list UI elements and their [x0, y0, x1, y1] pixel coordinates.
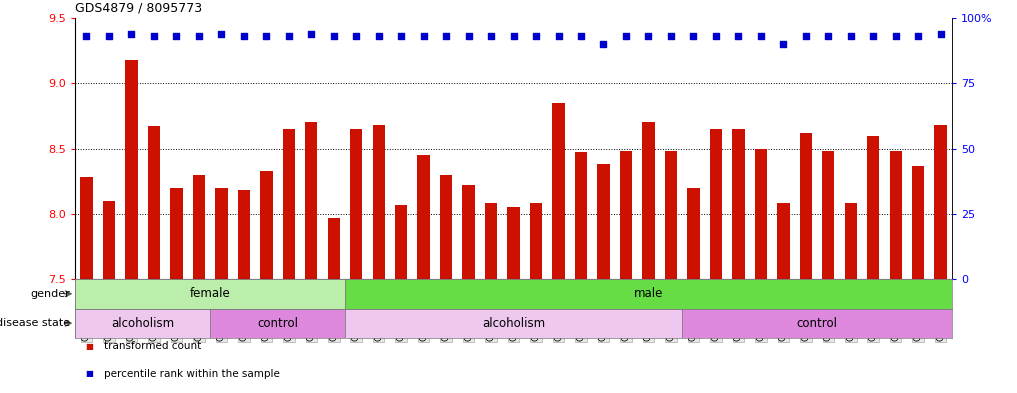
Bar: [75, 279, 345, 309]
Point: [663, 33, 679, 39]
Point: [730, 33, 746, 39]
Bar: [305, 123, 317, 279]
Bar: [211, 309, 345, 338]
Bar: [125, 60, 137, 279]
Bar: [238, 190, 250, 279]
Text: gender: gender: [31, 289, 70, 299]
Point: [528, 33, 544, 39]
Bar: [732, 129, 744, 279]
Point: [910, 33, 926, 39]
Bar: [485, 203, 497, 279]
Point: [78, 33, 95, 39]
Text: control: control: [257, 317, 298, 330]
Bar: [619, 151, 633, 279]
Bar: [283, 129, 295, 279]
Point: [797, 33, 814, 39]
Point: [888, 33, 904, 39]
Point: [685, 33, 702, 39]
Point: [753, 33, 769, 39]
Text: percentile rank within the sample: percentile rank within the sample: [104, 369, 280, 379]
Text: female: female: [190, 287, 231, 300]
Point: [416, 33, 432, 39]
Point: [595, 41, 611, 47]
Point: [865, 33, 882, 39]
Point: [618, 33, 635, 39]
Bar: [687, 188, 700, 279]
Point: [303, 31, 319, 37]
Bar: [552, 103, 564, 279]
Bar: [507, 207, 520, 279]
Bar: [777, 203, 789, 279]
Point: [438, 33, 455, 39]
Point: [461, 33, 477, 39]
Text: ■: ■: [85, 369, 94, 378]
Point: [370, 33, 386, 39]
Point: [820, 33, 836, 39]
Bar: [103, 201, 115, 279]
Bar: [418, 155, 430, 279]
Bar: [682, 309, 952, 338]
Bar: [260, 171, 273, 279]
Text: disease state: disease state: [0, 318, 70, 328]
Point: [483, 33, 499, 39]
Bar: [844, 203, 857, 279]
Bar: [912, 165, 924, 279]
Bar: [463, 185, 475, 279]
Bar: [575, 152, 587, 279]
Text: male: male: [634, 287, 663, 300]
Bar: [643, 123, 655, 279]
Bar: [170, 188, 183, 279]
Bar: [935, 125, 947, 279]
Text: ■: ■: [85, 342, 94, 351]
Point: [550, 33, 566, 39]
Bar: [395, 205, 408, 279]
Point: [214, 31, 230, 37]
Bar: [350, 129, 362, 279]
Point: [191, 33, 207, 39]
Point: [236, 33, 252, 39]
Text: GDS4879 / 8095773: GDS4879 / 8095773: [75, 1, 202, 14]
Bar: [147, 127, 160, 279]
Point: [145, 33, 162, 39]
Bar: [597, 164, 609, 279]
Point: [708, 33, 724, 39]
Bar: [192, 174, 205, 279]
Text: alcoholism: alcoholism: [482, 317, 545, 330]
Bar: [75, 309, 211, 338]
Bar: [799, 133, 812, 279]
Bar: [80, 177, 93, 279]
Point: [101, 33, 117, 39]
Point: [325, 33, 342, 39]
Bar: [868, 136, 880, 279]
Point: [843, 33, 859, 39]
Bar: [822, 151, 835, 279]
Bar: [755, 149, 767, 279]
Point: [573, 33, 589, 39]
Point: [348, 33, 364, 39]
Bar: [327, 218, 340, 279]
Bar: [710, 129, 722, 279]
Bar: [216, 188, 228, 279]
Bar: [665, 151, 677, 279]
Bar: [345, 279, 952, 309]
Point: [258, 33, 275, 39]
Point: [281, 33, 297, 39]
Point: [168, 33, 184, 39]
Bar: [530, 203, 542, 279]
Point: [123, 31, 139, 37]
Bar: [372, 125, 384, 279]
Bar: [345, 309, 682, 338]
Text: transformed count: transformed count: [104, 341, 201, 351]
Point: [933, 31, 949, 37]
Text: alcoholism: alcoholism: [111, 317, 174, 330]
Bar: [440, 174, 453, 279]
Point: [505, 33, 522, 39]
Point: [775, 41, 791, 47]
Point: [393, 33, 409, 39]
Text: control: control: [796, 317, 838, 330]
Bar: [890, 151, 902, 279]
Point: [641, 33, 657, 39]
